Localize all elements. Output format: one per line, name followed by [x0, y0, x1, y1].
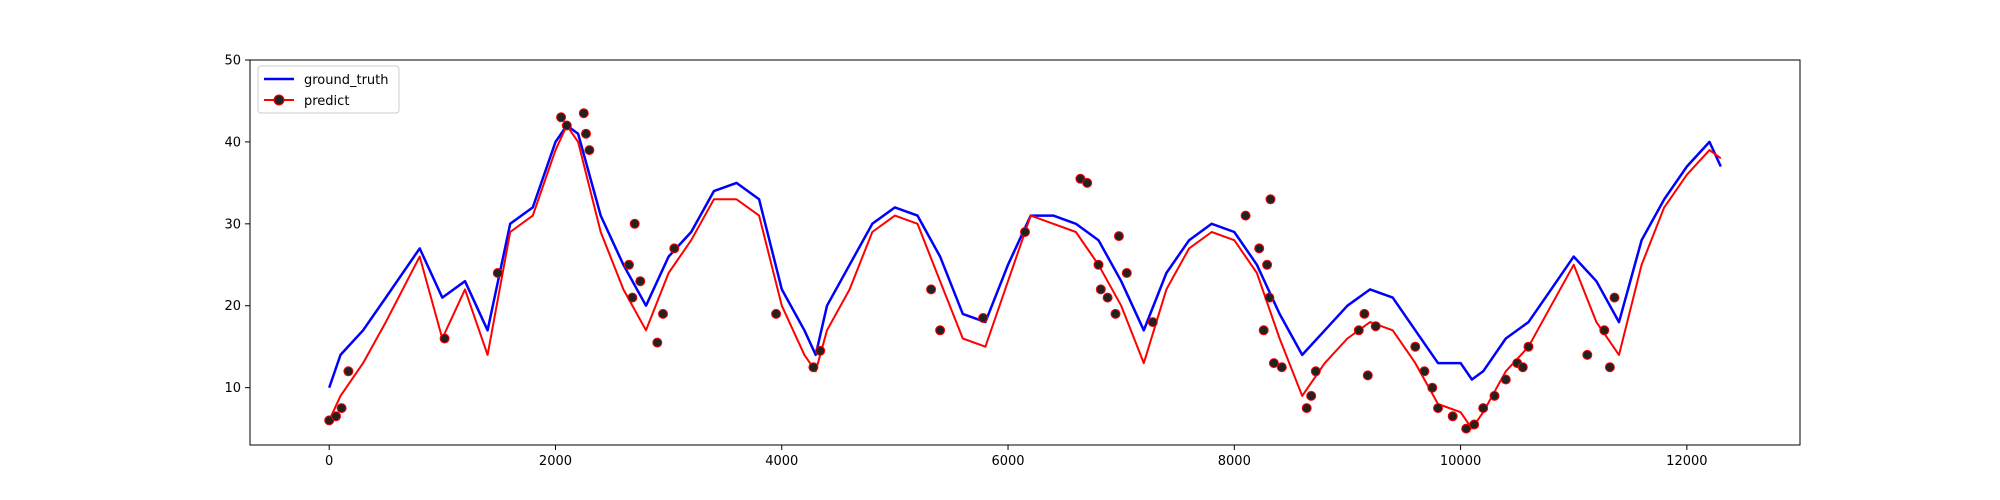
predict-marker: [1469, 419, 1480, 430]
predict-marker: [1301, 403, 1312, 414]
predict-marker: [561, 120, 572, 131]
predict-marker: [1433, 403, 1443, 414]
predict-marker: [1095, 284, 1106, 295]
predict-marker: [439, 333, 450, 344]
predict-marker: [1362, 370, 1373, 381]
legend-predict-marker: [273, 94, 285, 106]
predict-marker: [1262, 259, 1273, 270]
predict-marker: [635, 276, 646, 287]
x-tick-label: 4000: [765, 454, 798, 469]
predict-marker: [935, 325, 946, 336]
predict-marker: [1370, 321, 1381, 332]
predict-marker: [1121, 268, 1132, 278]
predict-marker: [627, 292, 638, 303]
predict-marker: [1093, 259, 1104, 270]
predict-marker: [652, 337, 663, 348]
predict-marker: [926, 284, 937, 295]
predict-marker: [343, 366, 354, 377]
predict-marker: [1306, 390, 1317, 401]
predict-marker: [1258, 325, 1269, 336]
predict-marker: [1110, 308, 1121, 319]
y-tick-label: 30: [224, 217, 241, 232]
x-tick-label: 2000: [539, 454, 572, 469]
y-tick-label: 40: [224, 135, 241, 150]
predict-marker: [556, 112, 567, 123]
predict-marker: [584, 145, 595, 156]
predict-marker: [1523, 341, 1534, 352]
predict-marker: [1582, 349, 1593, 360]
predict-marker: [1419, 366, 1430, 377]
predict-marker: [629, 218, 640, 229]
predict-marker: [1478, 403, 1489, 414]
plot-area: [250, 60, 1800, 445]
predict-marker: [1410, 341, 1421, 352]
y-axis: 10 20 30 40 50: [224, 54, 250, 396]
predict-marker: [1489, 390, 1500, 401]
predict-marker: [336, 403, 347, 414]
predict-marker: [1461, 423, 1472, 434]
predict-marker: [1353, 325, 1364, 336]
predict-marker: [1604, 362, 1615, 373]
predict-marker: [1020, 227, 1030, 237]
x-tick-label: 10000: [1440, 454, 1481, 469]
x-axis: 0 2000 4000 6000 8000 10000 12000: [325, 445, 1708, 469]
predict-marker: [1359, 308, 1370, 319]
marker-layer: [324, 108, 1620, 434]
y-tick-label: 20: [224, 299, 241, 314]
predict-marker: [1599, 325, 1610, 336]
predict-marker: [1310, 366, 1321, 377]
legend: ground_truth predict: [257, 65, 400, 114]
predict-marker: [1082, 177, 1093, 188]
predict-marker: [815, 345, 826, 356]
legend-predict-label: predict: [304, 94, 349, 109]
predict-marker: [624, 259, 634, 270]
predict-marker: [1276, 362, 1287, 373]
predict-marker: [1240, 210, 1251, 221]
legend-ground-truth-label: ground_truth: [304, 73, 389, 88]
predict-marker: [1264, 292, 1275, 303]
y-tick-label: 50: [224, 54, 241, 69]
predict-marker: [1102, 292, 1113, 303]
x-tick-label: 12000: [1666, 454, 1707, 469]
predict-marker: [581, 128, 591, 139]
predict-marker: [1265, 194, 1276, 205]
predict-marker: [669, 243, 680, 254]
predict-marker: [492, 268, 503, 278]
plot-frame: [249, 59, 1801, 446]
y-tick-label: 10: [224, 381, 241, 396]
predict-marker: [1517, 362, 1528, 373]
predict-marker: [1268, 358, 1279, 369]
x-tick-label: 8000: [1218, 454, 1251, 469]
predict-marker: [771, 308, 782, 319]
predict-marker: [1147, 317, 1158, 328]
predict-marker: [658, 308, 668, 319]
predict-marker: [331, 411, 341, 422]
predict-marker: [1447, 411, 1458, 422]
predict-marker: [1500, 374, 1511, 385]
predict-marker: [1113, 231, 1124, 242]
predict-marker: [1609, 292, 1620, 303]
predict-marker: [1427, 382, 1438, 393]
x-tick-label: 0: [325, 454, 333, 469]
predict-marker: [578, 108, 589, 119]
predict-marker: [1254, 243, 1265, 254]
predict-marker: [808, 362, 819, 373]
x-tick-label: 6000: [991, 454, 1024, 469]
predict-marker: [978, 313, 989, 323]
